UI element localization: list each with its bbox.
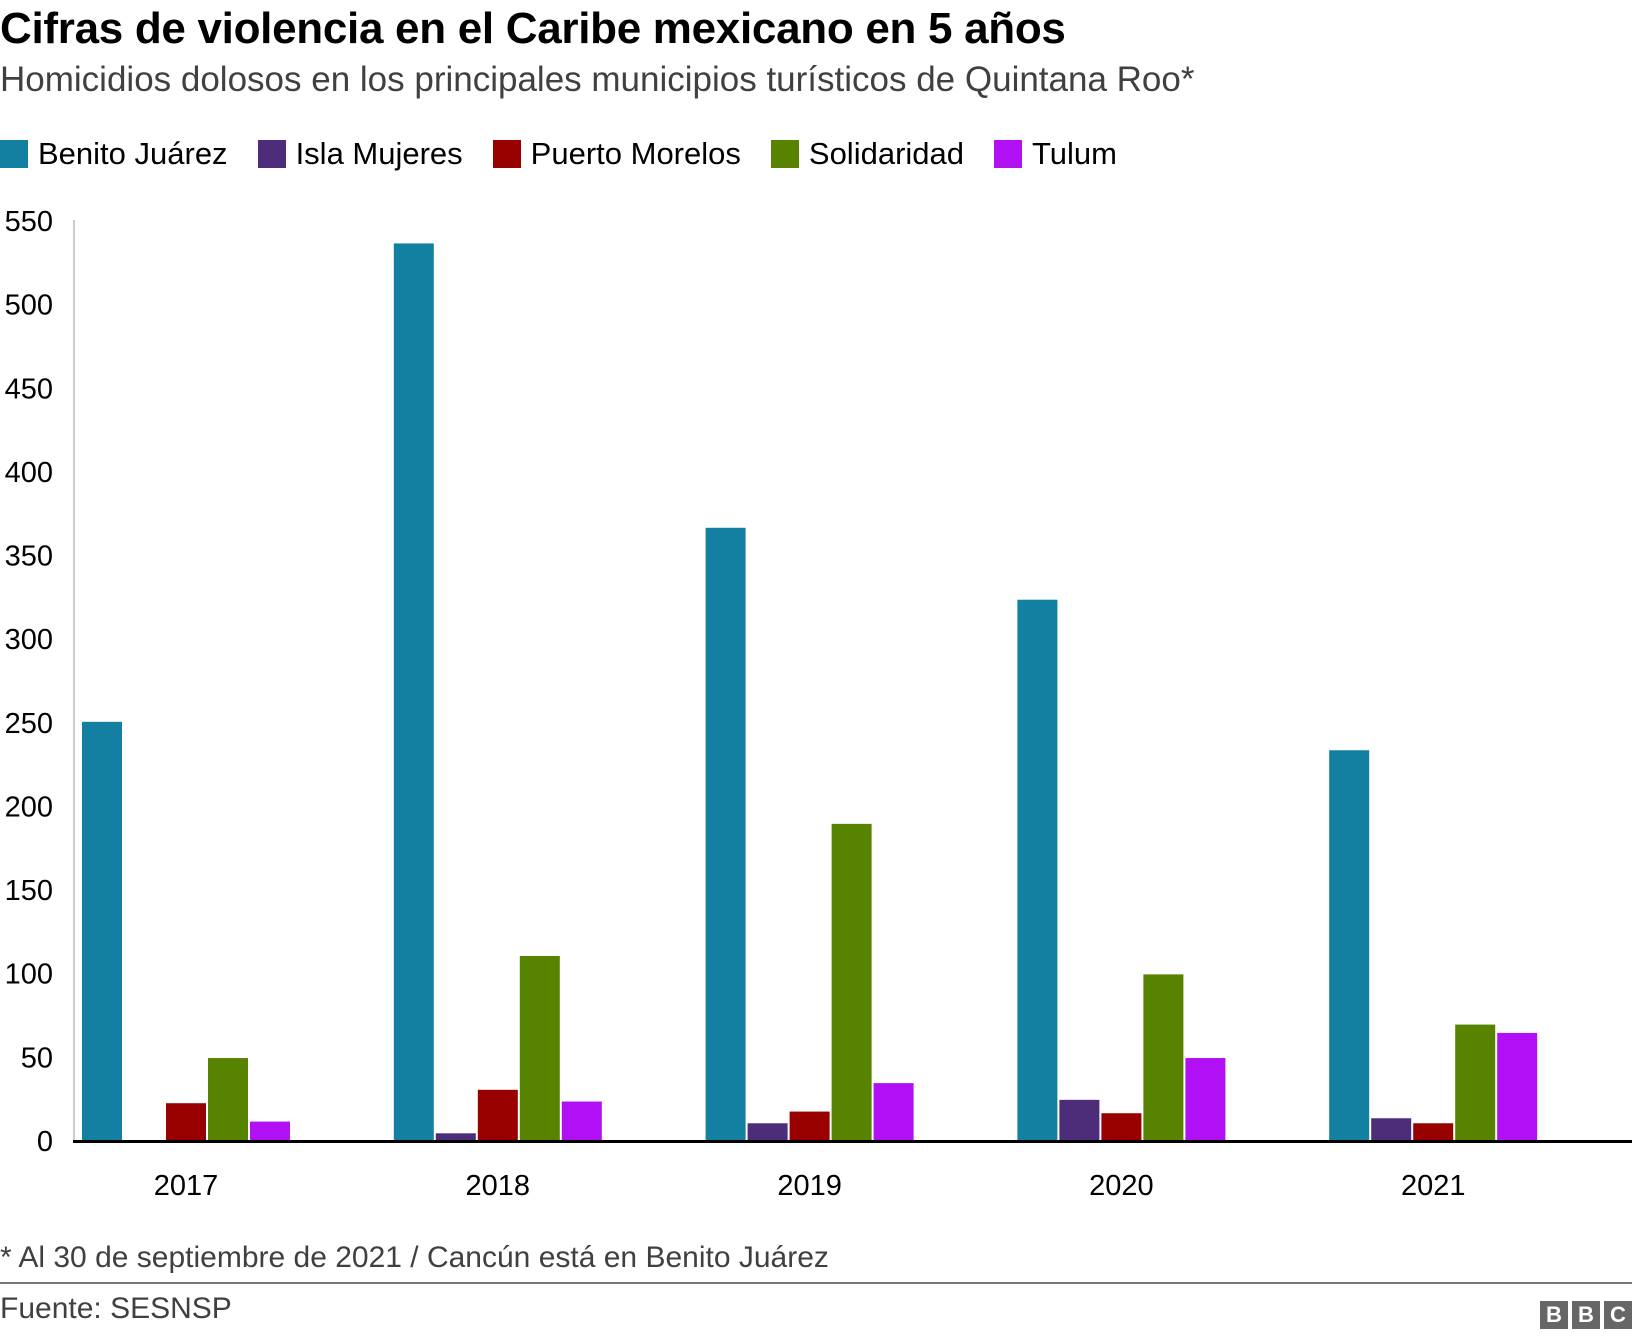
bbc-logo-letter: C xyxy=(1604,1301,1632,1329)
bar-solidaridad-2017 xyxy=(208,1058,248,1140)
footnote: * Al 30 de septiembre de 2021 / Cancún e… xyxy=(0,1241,829,1274)
legend-swatch xyxy=(492,140,521,168)
bar-tulum-2021 xyxy=(1497,1032,1538,1140)
bar-benito-juarez-2019 xyxy=(705,527,746,1140)
bar-puerto-morelos-2017 xyxy=(166,1103,206,1140)
bar-solidaridad-2018 xyxy=(519,956,560,1140)
y-tick-label: 150 xyxy=(5,875,53,907)
y-tick-label: 550 xyxy=(5,206,53,238)
bbc-logo: B B C xyxy=(1536,1301,1632,1329)
y-tick-label: 500 xyxy=(5,290,53,322)
y-tick-label: 200 xyxy=(5,791,53,823)
x-tick-label: 2020 xyxy=(1089,1170,1154,1202)
legend-label: Benito Juárez xyxy=(38,136,228,171)
bar-tulum-2017 xyxy=(250,1121,290,1140)
bar-benito-juarez-2021 xyxy=(1329,750,1370,1140)
bar-solidaridad-2019 xyxy=(831,823,872,1140)
legend-swatch xyxy=(770,140,799,168)
legend-label: Isla Mujeres xyxy=(295,136,463,171)
x-tick-label: 2017 xyxy=(154,1170,219,1202)
x-axis: 2017 2018 2019 2020 2021 xyxy=(73,1140,1632,1202)
chart-title: Cifras de violencia en el Caribe mexican… xyxy=(0,4,1066,53)
bbc-logo-letter: B xyxy=(1572,1301,1600,1329)
bar-puerto-morelos-2018 xyxy=(477,1089,518,1140)
bar-tulum-2020 xyxy=(1185,1058,1226,1140)
legend-label: Solidaridad xyxy=(808,136,964,171)
y-tick-label: 250 xyxy=(5,708,53,740)
bar-benito-juarez-2017 xyxy=(82,721,122,1140)
bar-puerto-morelos-2020 xyxy=(1101,1113,1142,1140)
legend-swatch xyxy=(994,140,1022,168)
chart-subtitle: Homicidios dolosos en los principales mu… xyxy=(0,60,1195,99)
x-tick-label: 2021 xyxy=(1401,1170,1466,1202)
bar-isla-mujeres-2018 xyxy=(435,1133,476,1140)
bar-isla-mujeres-2020 xyxy=(1059,1099,1100,1140)
x-tick-label: 2018 xyxy=(466,1170,531,1202)
footer-divider xyxy=(0,1282,1632,1284)
legend-swatch xyxy=(0,140,28,168)
y-tick-label: 300 xyxy=(5,624,53,656)
legend-item-puerto-morelos: Puerto Morelos xyxy=(492,136,741,172)
legend-label: Puerto Morelos xyxy=(530,136,741,171)
y-tick-label: 0 xyxy=(37,1126,53,1158)
y-tick-label: 100 xyxy=(5,959,53,991)
legend-swatch xyxy=(257,140,286,168)
bar-puerto-morelos-2019 xyxy=(789,1111,830,1140)
y-tick-label: 50 xyxy=(21,1042,53,1074)
source-text: Fuente: SESNSP xyxy=(0,1292,232,1325)
x-tick-label: 2019 xyxy=(777,1170,842,1202)
bbc-logo-letter: B xyxy=(1540,1301,1568,1329)
y-tick-label: 400 xyxy=(5,457,53,489)
bars xyxy=(82,243,1538,1140)
legend-item-isla-mujeres: Isla Mujeres xyxy=(257,136,463,172)
legend-item-solidaridad: Solidaridad xyxy=(770,136,964,172)
bar-benito-juarez-2020 xyxy=(1017,599,1058,1140)
bar-tulum-2019 xyxy=(873,1083,914,1140)
y-tick-label: 450 xyxy=(5,373,53,405)
legend: Benito Juárez Isla Mujeres Puerto Morelo… xyxy=(0,136,1147,172)
legend-item-tulum: Tulum xyxy=(994,136,1117,172)
bar-solidaridad-2020 xyxy=(1143,974,1184,1140)
bar-isla-mujeres-2019 xyxy=(747,1123,788,1140)
legend-label: Tulum xyxy=(1032,136,1117,171)
bar-puerto-morelos-2021 xyxy=(1413,1123,1454,1140)
bar-benito-juarez-2018 xyxy=(393,243,434,1140)
bar-tulum-2018 xyxy=(561,1101,602,1140)
legend-item-benito-juarez: Benito Juárez xyxy=(0,136,228,172)
y-axis: 0 50 100 150 200 250 300 350 400 450 500 550 xyxy=(5,206,75,1158)
bar-isla-mujeres-2021 xyxy=(1371,1118,1412,1140)
y-tick-label: 350 xyxy=(5,541,53,573)
bar-solidaridad-2021 xyxy=(1455,1024,1496,1140)
